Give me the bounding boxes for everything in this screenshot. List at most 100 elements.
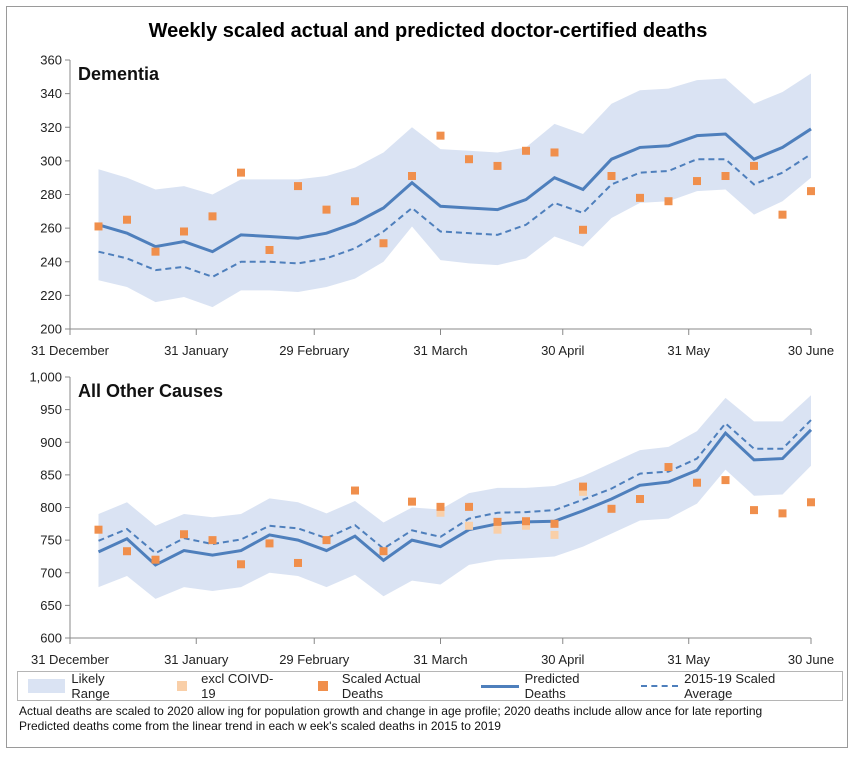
other-causes-panel: 600 650 700 750 800 850 900 950 1,000 31 December…: [29, 370, 834, 668]
actual-point: [151, 247, 160, 256]
actual-point: [636, 495, 644, 504]
y-tick-label: 1,000: [29, 370, 62, 385]
legend-item-average: 2015-19 Scaled Average: [640, 671, 824, 701]
x-tick-label: 31 March: [413, 652, 467, 667]
y-tick-label: 600: [40, 631, 62, 646]
actual-point: [750, 161, 758, 170]
actual-point: [237, 560, 245, 569]
y-tick-label: 280: [40, 187, 62, 202]
likely-range-swatch: [28, 679, 66, 693]
y-tick-label: 300: [40, 153, 62, 168]
x-tick-label: 30 April: [541, 343, 584, 358]
legend-label-predicted: Predicted Deaths: [524, 671, 580, 701]
y-tick-label: 950: [40, 402, 62, 417]
actual-point: [693, 478, 701, 487]
y-tick-label: 650: [40, 598, 62, 613]
actual-point: [550, 148, 559, 157]
footnote-line-1: Actual deaths are scaled to 2020 allow i…: [19, 704, 763, 718]
actual-point: [693, 177, 701, 186]
actual-point: [465, 155, 473, 164]
excl-covid-point: [493, 525, 502, 534]
excl-covid-marker: [177, 681, 188, 691]
actual-point: [522, 517, 530, 526]
actual-point: [408, 497, 416, 506]
actual-point: [265, 539, 274, 548]
legend-label-average: 2015-19 Scaled Average: [684, 671, 776, 701]
x-tick-label: 31 January: [164, 343, 229, 358]
x-tick-label: 31 December: [31, 343, 110, 358]
actual-point: [465, 502, 473, 511]
actual-point: [94, 222, 103, 231]
actual-point: [436, 502, 445, 511]
y-tick-label: 320: [40, 120, 62, 135]
actual-point: [379, 239, 388, 248]
legend-label-excl: excl COIVD-19: [201, 671, 274, 701]
actual-point: [180, 227, 188, 236]
actual-point: [778, 509, 787, 518]
y-tick-label: 800: [40, 500, 62, 515]
actual-point: [807, 498, 815, 507]
actual-point: [493, 517, 502, 526]
x-tick-label: 31 December: [31, 652, 110, 667]
actual-point: [436, 131, 445, 140]
excl-covid-point: [579, 487, 587, 496]
actual-point: [579, 482, 587, 491]
actual-point: [664, 463, 673, 472]
actual-point: [94, 525, 103, 534]
actual-point: [550, 519, 559, 528]
chart-title: Weekly scaled actual and predicted docto…: [148, 20, 708, 42]
actual-point: [721, 172, 730, 181]
actual-point: [379, 547, 388, 556]
x-tick-label: 31 May: [667, 652, 710, 667]
excl-covid-point: [522, 521, 530, 530]
y-tick-label: 360: [40, 53, 62, 68]
x-tick-label: 31 May: [667, 343, 710, 358]
x-tick-label: 29 February: [279, 343, 350, 358]
x-tick-label: 30 June: [788, 343, 834, 358]
actual-point: [237, 168, 245, 177]
actual-point: [778, 210, 787, 219]
actual-point: [721, 476, 730, 485]
x-tick-label: 31 January: [164, 652, 229, 667]
actual-point: [664, 197, 673, 206]
actual-point: [322, 205, 331, 214]
legend: Likely Range excl COIVD-19 Scaled Actual…: [17, 671, 843, 701]
actual-deaths-marker: [318, 681, 328, 691]
x-tick-label: 30 June: [788, 652, 834, 667]
actual-point: [579, 225, 587, 234]
excl-covid-point: [550, 530, 559, 539]
legend-item-actual: Scaled Actual Deaths: [304, 671, 463, 701]
actual-point: [294, 182, 302, 191]
y-tick-label: 220: [40, 288, 62, 303]
legend-item-excl: excl COIVD-19: [163, 671, 286, 701]
actual-point: [522, 146, 530, 155]
average-line: [98, 153, 812, 278]
y-tick-label: 260: [40, 221, 62, 236]
actual-point: [636, 193, 644, 202]
y-tick-label: 700: [40, 565, 62, 580]
actual-point: [208, 536, 217, 545]
y-tick-label: 340: [40, 86, 62, 101]
panel-label: All Other Causes: [78, 381, 223, 401]
likely-range-band: [98, 73, 811, 308]
x-tick-label: 29 February: [279, 652, 350, 667]
dementia-panel: 200 220 240 260 280 300 320 340 360 31 December 31…: [31, 53, 834, 359]
legend-label-range: Likely Range: [71, 671, 110, 701]
legend-item-predicted: Predicted Deaths: [481, 671, 623, 701]
actual-point: [151, 555, 160, 564]
average-line-swatch: [640, 685, 679, 687]
actual-point: [493, 161, 502, 170]
x-tick-label: 30 April: [541, 652, 584, 667]
actual-point: [351, 197, 359, 206]
legend-label-actual: Scaled Actual Deaths: [341, 671, 421, 701]
panel-label: Dementia: [78, 64, 160, 84]
actual-point: [607, 172, 616, 181]
actual-point: [807, 187, 815, 196]
legend-item-range: Likely Range: [28, 671, 145, 701]
actual-point: [408, 172, 416, 181]
actual-point: [322, 536, 331, 545]
actual-point: [351, 486, 359, 495]
actual-point: [208, 212, 217, 221]
actual-point: [265, 245, 274, 254]
